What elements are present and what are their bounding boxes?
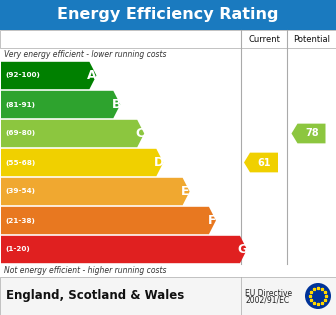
Polygon shape [1, 207, 216, 234]
Text: Energy Efficiency Rating: Energy Efficiency Rating [57, 8, 279, 22]
Text: (21-38): (21-38) [5, 217, 35, 224]
Text: (39-54): (39-54) [5, 188, 35, 194]
Text: (81-91): (81-91) [5, 101, 35, 107]
Polygon shape [244, 153, 278, 172]
Bar [0, 277, 336, 315]
Text: D: D [154, 156, 164, 169]
Polygon shape [292, 124, 326, 143]
Text: F: F [208, 214, 216, 227]
Text: B: B [111, 98, 121, 111]
Text: A: A [87, 69, 97, 82]
Text: EU Directive: EU Directive [245, 289, 292, 297]
Text: G: G [238, 243, 248, 256]
Polygon shape [1, 236, 247, 263]
Text: (55-68): (55-68) [5, 159, 35, 165]
Circle shape [305, 283, 331, 309]
Text: Not energy efficient - higher running costs: Not energy efficient - higher running co… [4, 266, 167, 275]
Polygon shape [1, 178, 190, 205]
Text: C: C [135, 127, 144, 140]
Text: 2002/91/EC: 2002/91/EC [245, 295, 289, 305]
Text: (92-100): (92-100) [5, 72, 40, 78]
Polygon shape [1, 62, 96, 89]
Text: Potential: Potential [293, 35, 330, 43]
Text: England, Scotland & Wales: England, Scotland & Wales [6, 289, 184, 302]
Polygon shape [1, 120, 144, 147]
Text: 78: 78 [305, 129, 319, 139]
Polygon shape [1, 91, 120, 118]
Polygon shape [1, 149, 163, 176]
Text: E: E [181, 185, 190, 198]
Text: Current: Current [248, 35, 280, 43]
Text: 61: 61 [258, 158, 271, 168]
Text: (69-80): (69-80) [5, 130, 35, 136]
Text: (1-20): (1-20) [5, 247, 30, 253]
Bar [0, 30, 336, 48]
Bar [0, 0, 336, 30]
Text: Very energy efficient - lower running costs: Very energy efficient - lower running co… [4, 50, 167, 59]
